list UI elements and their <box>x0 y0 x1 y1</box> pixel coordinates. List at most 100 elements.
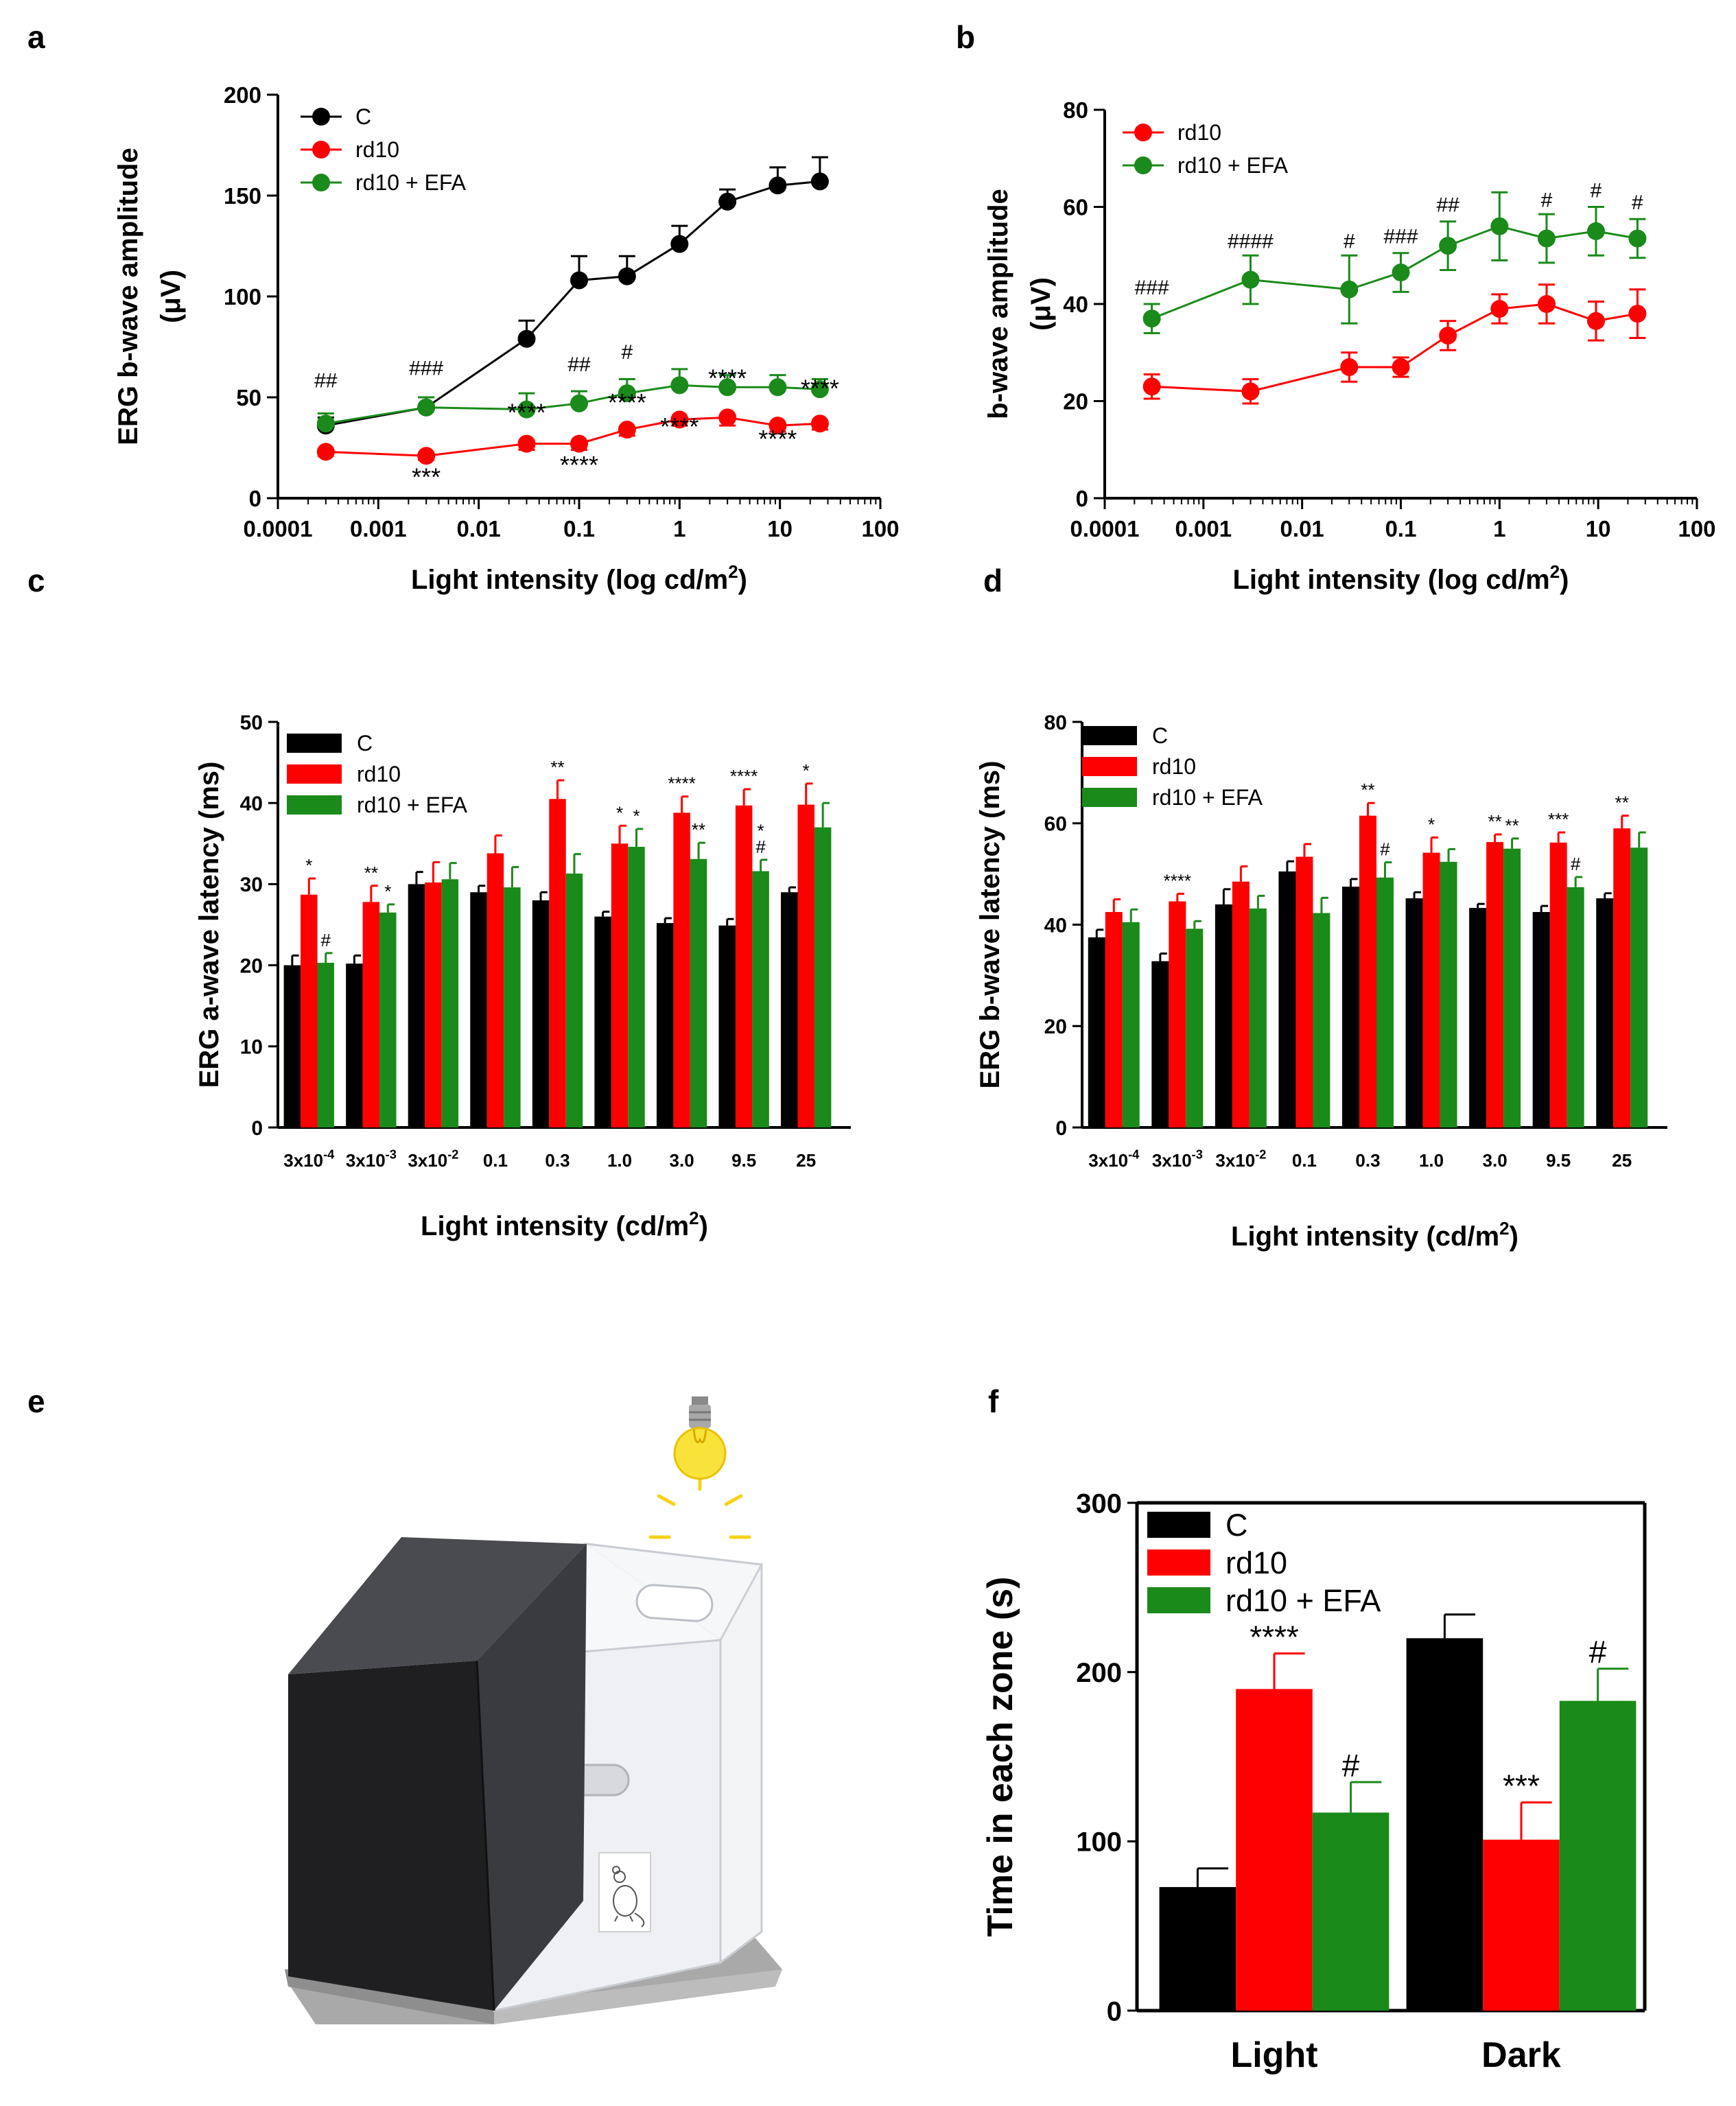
significance-star: **** <box>758 425 797 453</box>
legend-swatch <box>1082 757 1137 776</box>
x-axis-label: Light intensity (cd/m2) <box>1231 1218 1518 1252</box>
significance-marker: ** <box>1361 780 1374 800</box>
significance-marker: *** <box>1503 1768 1540 1804</box>
y-tick-label: 300 <box>1076 1488 1122 1519</box>
significance-star: **** <box>801 374 839 402</box>
data-point <box>1628 305 1647 323</box>
y-tick-label: 10 <box>240 1036 263 1059</box>
data-point <box>1628 229 1647 248</box>
data-point <box>517 329 536 348</box>
y-tick-label: 40 <box>1044 914 1067 937</box>
legend-label: rd10 + EFA <box>355 170 467 195</box>
legend-swatch <box>1082 788 1137 807</box>
bar <box>1549 842 1567 1127</box>
data-point <box>618 421 636 439</box>
data-point <box>417 447 436 465</box>
chart-a-erg-b-wave-amplitude: 0.0001 0.001 0.01 0.1 1 10 100 0 50 100 150 200 Ligh… <box>113 82 900 595</box>
panel-label-c: c <box>27 563 45 598</box>
bar <box>1105 912 1123 1127</box>
significance-marker: ** <box>1615 793 1629 813</box>
bar <box>1122 922 1140 1127</box>
significance-hash: # <box>1591 179 1602 202</box>
legend-swatch <box>1082 726 1137 745</box>
data-point <box>810 380 829 399</box>
significance-marker: * <box>803 760 810 781</box>
data-point <box>810 414 829 433</box>
light-dark-box-illustration <box>285 1396 782 2024</box>
bar <box>1532 912 1550 1127</box>
x-tick-label: 0.01 <box>1280 516 1324 541</box>
legend-swatch <box>287 795 342 815</box>
bar <box>735 805 753 1127</box>
bar <box>594 916 611 1127</box>
significance-marker: **** <box>1164 870 1191 891</box>
data-point <box>1439 237 1457 255</box>
legend-label: rd10 + EFA <box>1225 1583 1381 1618</box>
legend-marker <box>1134 124 1152 141</box>
x-tick-label: 1 <box>673 516 685 541</box>
x-tick-label: 0.001 <box>350 516 407 541</box>
y-tick-label: 80 <box>1063 97 1088 123</box>
mouse-icon <box>612 1866 645 1928</box>
bar <box>1486 842 1504 1127</box>
y-tick-label: 0 <box>251 1117 263 1140</box>
x-tick-label: 10 <box>1586 516 1611 541</box>
x-category-label: 0.1 <box>1292 1150 1317 1171</box>
x-tick-label: 0.0001 <box>244 516 313 541</box>
bar <box>611 843 629 1127</box>
bar <box>814 827 832 1127</box>
bar <box>1440 861 1457 1127</box>
data-point <box>718 408 737 427</box>
significance-marker: * <box>305 855 312 876</box>
data-point <box>417 398 436 417</box>
y-tick-label: 30 <box>240 874 263 896</box>
bar <box>718 925 736 1127</box>
bar <box>690 858 707 1127</box>
y-axis-label-unit: (μV) <box>1026 277 1056 331</box>
x-tick-label: 0.001 <box>1175 516 1232 541</box>
legend-label: C <box>357 731 373 756</box>
bar <box>317 963 334 1127</box>
significance-marker: # <box>320 930 331 950</box>
x-category-label: 0.1 <box>483 1150 508 1171</box>
bar <box>1232 881 1250 1127</box>
panel-label-f: f <box>988 1383 999 1419</box>
significance-star: **** <box>708 364 747 393</box>
bar <box>283 965 301 1127</box>
bar <box>346 963 363 1127</box>
significance-marker: ** <box>1505 815 1518 836</box>
y-tick-label: 200 <box>224 82 261 108</box>
bar <box>1186 928 1204 1127</box>
significance-marker: **** <box>668 773 695 794</box>
x-category-label: 1.0 <box>1419 1150 1444 1171</box>
data-point <box>1537 229 1556 248</box>
panel-label-b: b <box>956 19 975 55</box>
bar <box>362 902 380 1127</box>
data-point <box>1392 264 1410 282</box>
significance-hash: ### <box>1383 226 1418 248</box>
significance-hash: # <box>621 341 633 364</box>
data-point <box>316 414 335 433</box>
x-category-label: 3x10-3 <box>1152 1147 1203 1171</box>
significance-marker: * <box>384 881 391 902</box>
legend-label: rd10 <box>1177 120 1221 145</box>
bar <box>1088 937 1105 1127</box>
legend-swatch <box>287 734 342 753</box>
x-category-label: Dark <box>1481 2035 1561 2075</box>
bar <box>1278 871 1296 1127</box>
y-tick-label: 40 <box>240 793 263 815</box>
bar <box>379 912 397 1127</box>
chart-b-b-wave-amplitude: 0.0001 0.001 0.01 0.1 1 10 100 0 20 40 60 80 Light i… <box>983 97 1716 595</box>
bar <box>1559 1700 1637 2011</box>
x-category-label: 3x10-2 <box>1215 1147 1266 1171</box>
legend-label: C <box>1152 723 1168 748</box>
bar <box>1295 856 1313 1127</box>
legend-label: C <box>355 104 371 129</box>
bar <box>1503 848 1521 1127</box>
x-tick-label: 0.1 <box>1385 516 1417 541</box>
bar <box>532 900 550 1127</box>
significance-marker: # <box>755 836 766 857</box>
data-point <box>1586 222 1605 240</box>
data-point <box>316 443 335 461</box>
